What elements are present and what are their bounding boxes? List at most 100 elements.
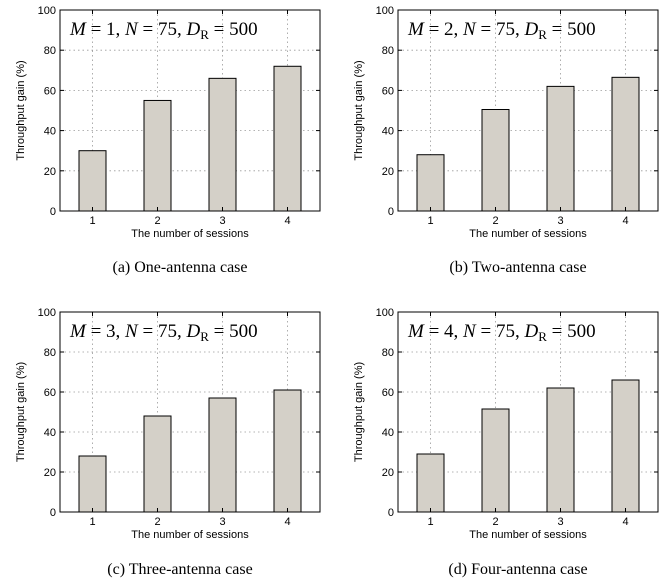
plot-frame [59,311,321,513]
plot-frame [397,311,659,513]
annot-m-val: = 4, [424,321,463,342]
y-axis-label: Throughput gain (%) [15,362,27,462]
bar-4 [273,389,302,513]
x-tick-label: 1 [89,516,95,528]
annot-m-val: = 2, [424,19,463,40]
y-tick-label: 0 [50,206,56,218]
annot-n-var: N [462,321,477,342]
bar-3 [208,397,237,513]
y-axis-label: Throughput gain (%) [15,60,27,160]
bar-4 [611,76,640,212]
x-tick-label: 3 [219,516,225,528]
annot-d-var: D [523,321,538,342]
y-tick-label: 20 [44,467,56,479]
y-tick-label: 80 [382,347,394,359]
plot-frame [397,9,659,212]
bar-3 [546,85,575,212]
bar-2 [143,99,172,212]
y-tick-label: 60 [382,85,394,97]
bar-4 [611,379,640,513]
annot-d-sub: R [538,329,547,344]
bar-2 [143,415,172,513]
y-tick-label: 20 [44,166,56,178]
chart-3: 0 20 40 60 80 100 1 2 3 4 The number of sessions Th… [353,307,659,578]
annot-d-sub: R [200,329,209,344]
subfigure-caption: (a) One-antenna case [112,259,247,276]
plot-frame [59,9,321,212]
annot-n-val: = 75, [476,19,525,40]
y-tick-label: 40 [382,427,394,439]
y-tick-label: 100 [376,5,394,17]
y-tick-label: 60 [44,387,56,399]
annot-m-val: = 1, [86,19,125,40]
y-tick-label: 100 [38,5,56,17]
x-tick-label: 4 [622,215,628,227]
bar-2 [481,408,510,513]
x-tick-label: 1 [427,215,433,227]
x-tick-label: 3 [219,215,225,227]
annot-d-sub: R [538,27,547,42]
parameter-annotation: M = 4, N = 75, DR = 500 [407,321,596,344]
annot-d-var: D [185,19,200,40]
bar-1 [416,154,445,212]
annot-n-val: = 75, [138,19,187,40]
x-axis-label: The number of sessions [131,228,249,240]
y-tick-label: 80 [44,347,56,359]
x-tick-label: 3 [557,516,563,528]
x-tick-label: 3 [557,215,563,227]
annot-n-var: N [124,19,139,40]
y-tick-label: 40 [382,126,394,138]
x-tick-label: 2 [154,516,160,528]
bar-1 [78,455,107,513]
x-axis-label: The number of sessions [469,529,587,541]
x-axis-label: The number of sessions [469,228,587,240]
x-tick-label: 4 [622,516,628,528]
bar-3 [546,387,575,513]
y-axis-label: Throughput gain (%) [353,60,365,160]
parameter-annotation: M = 2, N = 75, DR = 500 [407,19,596,42]
x-tick-label: 4 [284,516,290,528]
annot-d-val: = 500 [209,321,258,342]
y-tick-label: 0 [388,507,394,519]
y-tick-label: 40 [44,427,56,439]
subfigure-caption: (c) Three-antenna case [107,561,252,578]
y-tick-label: 100 [38,307,56,319]
chart-0: 0 20 40 60 80 100 1 2 3 4 The number of sessions Th… [15,5,321,276]
x-tick-label: 1 [427,516,433,528]
x-tick-label: 1 [89,215,95,227]
y-tick-label: 60 [382,387,394,399]
y-tick-label: 0 [388,206,394,218]
y-tick-label: 80 [44,45,56,57]
annot-m-var: M [407,321,425,342]
y-tick-label: 20 [382,166,394,178]
y-tick-label: 60 [44,85,56,97]
annot-n-var: N [124,321,139,342]
subfigure-caption: (b) Two-antenna case [449,259,586,276]
x-tick-label: 4 [284,215,290,227]
subfigure-caption: (d) Four-antenna case [448,561,587,578]
y-tick-label: 100 [376,307,394,319]
bar-1 [78,150,107,212]
bar-2 [481,108,510,212]
annot-n-val: = 75, [138,321,187,342]
y-tick-label: 40 [44,126,56,138]
annot-m-val: = 3, [86,321,125,342]
annot-m-var: M [407,19,425,40]
bar-3 [208,77,237,212]
annot-d-val: = 500 [209,19,258,40]
annot-m-var: M [69,321,87,342]
x-axis-label: The number of sessions [131,529,249,541]
y-tick-label: 80 [382,45,394,57]
annot-m-var: M [69,19,87,40]
bar-1 [416,453,445,513]
parameter-annotation: M = 3, N = 75, DR = 500 [69,321,258,344]
x-tick-label: 2 [154,215,160,227]
bar-4 [273,65,302,212]
x-tick-label: 2 [492,516,498,528]
annot-d-val: = 500 [547,321,596,342]
annot-d-sub: R [200,27,209,42]
annot-n-val: = 75, [476,321,525,342]
y-tick-label: 0 [50,507,56,519]
y-axis-label: Throughput gain (%) [353,362,365,462]
